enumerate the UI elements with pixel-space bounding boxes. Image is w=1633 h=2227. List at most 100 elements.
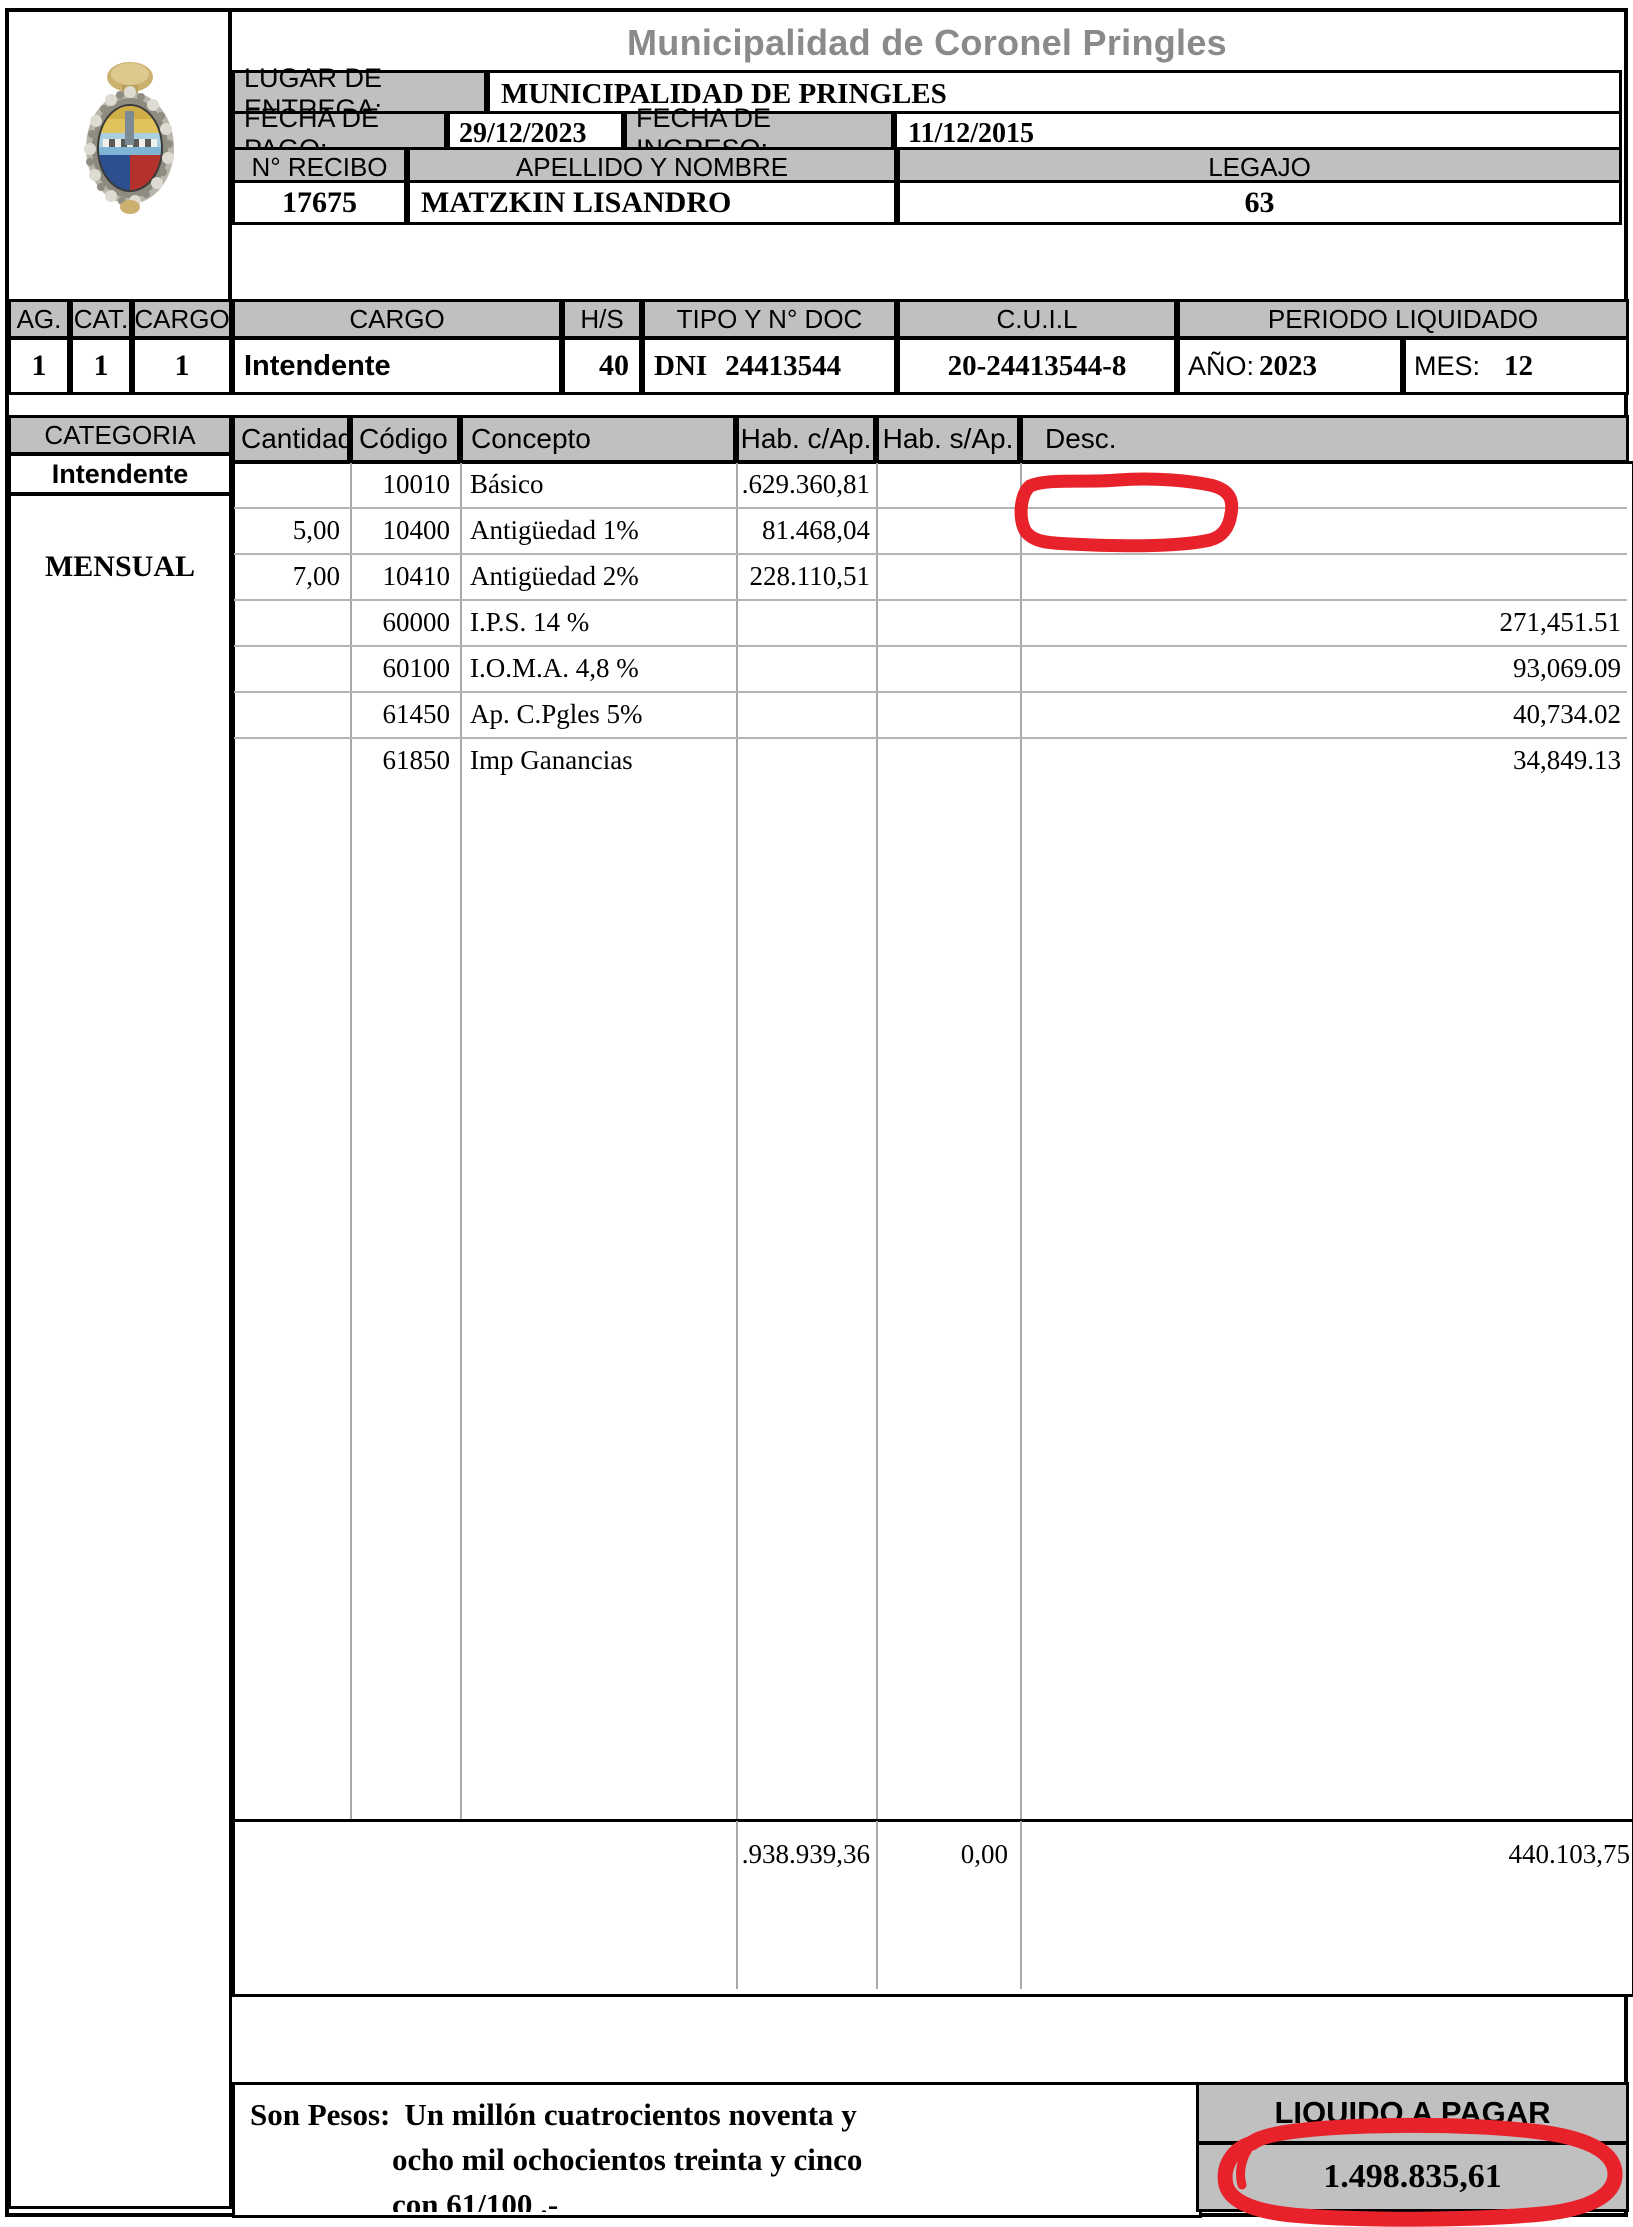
lugar-entrega-value-cell: MUNICIPALIDAD DE PRINGLES — [487, 70, 1622, 118]
totals-vline-1 — [736, 1821, 738, 1989]
cell-concepto: Antigüedad 1% — [460, 507, 736, 553]
total-desc-cell: 440.103,75 — [1020, 1828, 1630, 1880]
cell-desc: 271,451.51 — [1020, 599, 1629, 645]
col-header-codigo-label: Código — [359, 423, 448, 454]
hs-label: H/S — [580, 303, 624, 334]
row-separator — [234, 553, 1627, 555]
hs-value-cell: 40 — [562, 337, 642, 395]
anio-cell: AÑO: 2023 — [1177, 337, 1403, 395]
cell-codigo: 10410 — [350, 553, 460, 599]
cell-concepto: Básico — [460, 461, 736, 507]
crest-column-divider — [228, 10, 232, 310]
cuil-label: C.U.I.L — [996, 303, 1078, 334]
cuil-value: 20-24413544-8 — [947, 349, 1127, 382]
cell-concepto-text: Antigüedad 2% — [470, 560, 639, 591]
amount-words-line3: con 61/100 .- — [392, 2187, 559, 2212]
doc-value-cell: DNI 24413544 — [642, 337, 897, 395]
col-header-codigo: Código — [350, 415, 460, 463]
page-title: Municipalidad de Coronel Pringles — [627, 22, 1227, 63]
cell-hab_c: 228.110,51 — [736, 553, 876, 599]
col-header-hab-con-aporte: Hab. c/Ap. — [736, 415, 876, 463]
row-separator — [234, 599, 1627, 601]
categoria-label: CATEGORIA — [44, 419, 196, 450]
cell-cantidad-text: 7,00 — [292, 560, 340, 591]
apellido-value: MATZKIN LISANDRO — [421, 185, 732, 219]
recibo-value: 17675 — [282, 185, 357, 219]
col-header-hab-sin-aporte-label: Hab. s/Ap. — [882, 423, 1014, 454]
mes-value: 12 — [1504, 349, 1534, 382]
totals-row — [232, 1819, 1633, 1997]
col-header-cantidad: Cantidad — [232, 415, 354, 463]
cargo-num-value: 1 — [174, 349, 190, 382]
cell-codigo: 61450 — [350, 691, 460, 737]
hs-label-cell: H/S — [562, 299, 642, 339]
cell-codigo: 61850 — [350, 737, 460, 783]
cell-hab_c-text: 81.468,04 — [762, 514, 870, 545]
row-separator — [234, 507, 1627, 509]
cell-codigo-text: 10400 — [382, 514, 451, 545]
cargo-num-label: CARGO — [134, 303, 230, 334]
cell-codigo: 60100 — [350, 645, 460, 691]
cell-concepto: Antigüedad 2% — [460, 553, 736, 599]
ag-label: AG. — [16, 303, 62, 334]
cell-desc: 34,849.13 — [1020, 737, 1629, 783]
periodo-label-cell: PERIODO LIQUIDADO — [1177, 299, 1629, 339]
cell-cantidad: 5,00 — [232, 507, 350, 553]
cell-codigo-text: 10410 — [382, 560, 451, 591]
cat-label: CAT. — [73, 303, 129, 334]
col-header-hab-con-aporte-label: Hab. c/Ap. — [740, 423, 872, 454]
amount-words-line2: ocho mil ochocientos treinta y cinco — [392, 2142, 863, 2177]
cell-codigo: 10010 — [350, 461, 460, 507]
cargo-value-cell: Intendente — [232, 337, 562, 395]
cell-cantidad: 7,00 — [232, 553, 350, 599]
categoria-frequency-cell: MENSUAL — [8, 493, 232, 2209]
cell-desc: 40,734.02 — [1020, 691, 1629, 737]
categoria-value-cell: Intendente — [8, 453, 232, 495]
cell-codigo-text: 10010 — [382, 468, 451, 499]
anio-label: AÑO: — [1188, 350, 1255, 381]
cell-concepto-text: Básico — [470, 468, 544, 499]
cell-concepto-text: I.P.S. 14 % — [470, 606, 590, 637]
apellido-label: APELLIDO Y NOMBRE — [515, 152, 789, 182]
grid-vline-2 — [460, 463, 462, 1819]
ag-value: 1 — [31, 349, 47, 382]
lugar-entrega-label-cell: LUGAR DE ENTREGA: — [232, 63, 487, 124]
cell-concepto: Imp Ganancias — [460, 737, 736, 783]
col-header-desc-label: Desc. — [1045, 423, 1117, 454]
cell-codigo-text: 60100 — [382, 652, 451, 683]
liquido-value-cell: 1.498.835,61 — [1196, 2142, 1629, 2212]
legajo-label: LEGAJO — [1208, 152, 1311, 182]
cargo-label: CARGO — [349, 303, 445, 334]
cell-desc-text: 34,849.13 — [1513, 744, 1621, 775]
col-header-cantidad-label: Cantidad — [241, 423, 354, 454]
col-header-concepto-label: Concepto — [471, 423, 591, 454]
cargo-num-label-cell: CARGO — [132, 299, 232, 339]
cuil-label-cell: C.U.I.L — [897, 299, 1177, 339]
cell-codigo-text: 61450 — [382, 698, 451, 729]
cell-codigo-text: 60000 — [382, 606, 451, 637]
cell-cantidad-text: 5,00 — [292, 514, 340, 545]
hs-value: 40 — [599, 349, 629, 382]
amount-in-words-box — [232, 2082, 1202, 2218]
cat-value: 1 — [93, 349, 109, 382]
col-header-concepto: Concepto — [460, 415, 736, 463]
row-separator — [234, 691, 1627, 693]
doc-value: 24413544 — [725, 349, 842, 382]
liquido-label: LIQUIDO A PAGAR — [1274, 2095, 1551, 2130]
cell-codigo: 60000 — [350, 599, 460, 645]
doc-type: DNI — [654, 349, 708, 382]
cargo-value: Intendente — [244, 349, 391, 382]
line-items-body — [232, 461, 1633, 1827]
cell-concepto: I.P.S. 14 % — [460, 599, 736, 645]
liquido-label-cell: LIQUIDO A PAGAR — [1196, 2082, 1629, 2144]
ag-label-cell: AG. — [8, 299, 70, 339]
fecha-ingreso-value: 11/12/2015 — [908, 117, 1035, 149]
cargo-label-cell: CARGO — [232, 299, 562, 339]
total-hab-con-aporte-cell: .938.939,36 — [736, 1828, 876, 1880]
cell-desc-text: 93,069.09 — [1513, 652, 1621, 683]
cat-value-cell: 1 — [70, 337, 132, 395]
row-separator — [234, 645, 1627, 647]
amount-in-words-text: Son Pesos: Un millón cuatrocientos noven… — [250, 2092, 1180, 2212]
cell-concepto: I.O.M.A. 4,8 % — [460, 645, 736, 691]
